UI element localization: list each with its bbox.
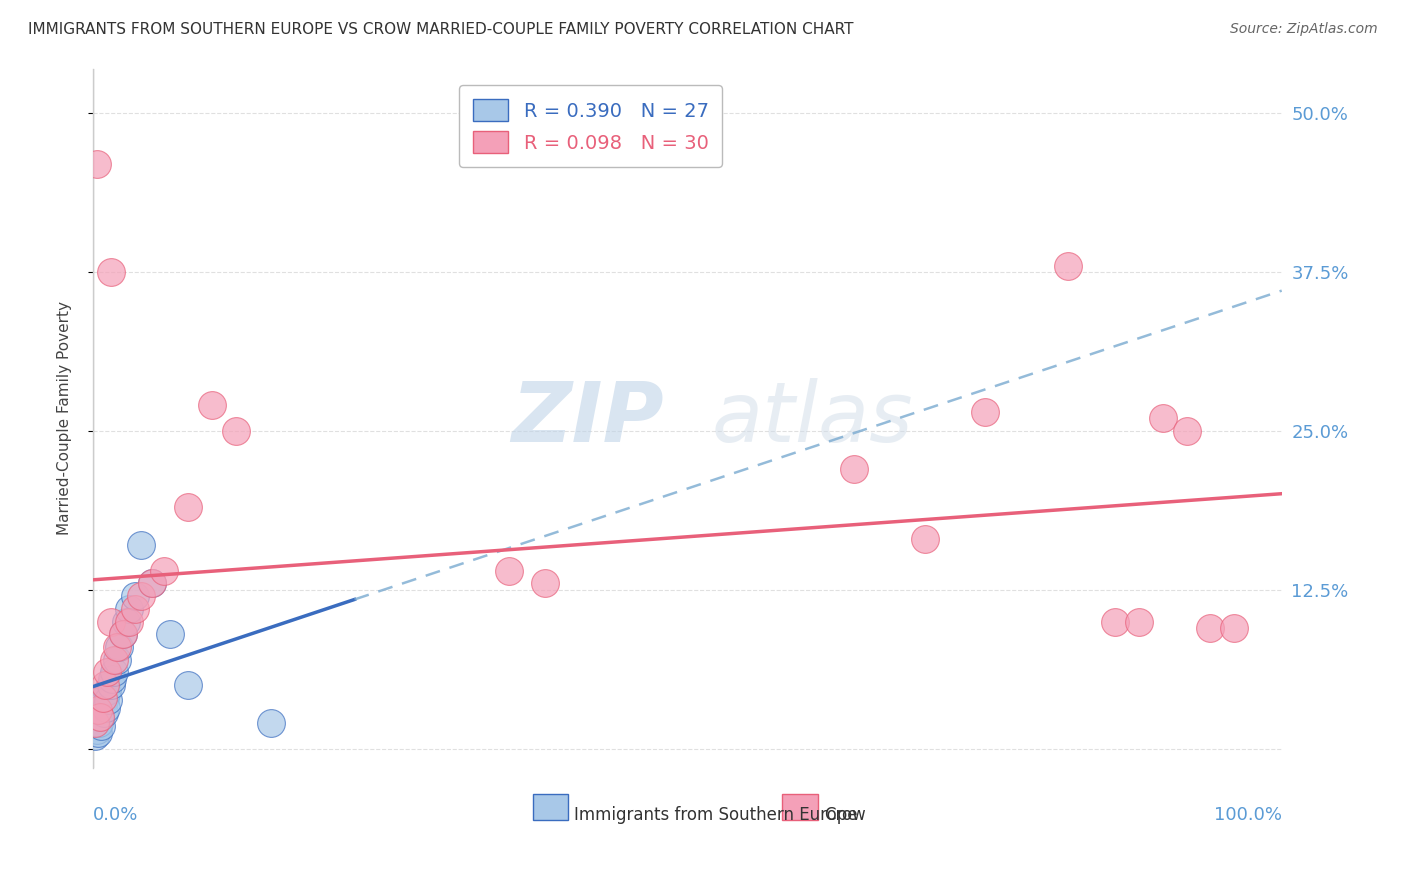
Point: [105, 653, 128, 667]
Point: [177, 500, 200, 514]
Point: [1175, 424, 1198, 438]
Point: [498, 564, 520, 578]
Point: [842, 462, 865, 476]
Point: [124, 589, 146, 603]
Point: [201, 398, 224, 412]
Point: [105, 640, 128, 654]
Point: [89, 710, 111, 724]
Point: [1223, 621, 1246, 635]
Point: [129, 589, 152, 603]
Point: [100, 615, 122, 629]
Point: [153, 564, 176, 578]
Point: [914, 532, 936, 546]
Point: [96, 665, 118, 680]
Point: [1104, 615, 1126, 629]
Point: [103, 665, 125, 680]
Point: [84, 716, 107, 731]
Point: [93, 706, 115, 720]
Bar: [783, 794, 818, 820]
Point: [84, 729, 107, 743]
Point: [87, 716, 110, 731]
Point: [115, 615, 138, 629]
Point: [118, 615, 141, 629]
Point: [1152, 411, 1174, 425]
Text: ZIP: ZIP: [510, 377, 664, 458]
Point: [101, 672, 124, 686]
Y-axis label: Married-Couple Family Poverty: Married-Couple Family Poverty: [58, 301, 72, 535]
Point: [96, 684, 118, 698]
Point: [260, 716, 283, 731]
Point: [118, 602, 141, 616]
Point: [97, 693, 120, 707]
Point: [973, 405, 995, 419]
Point: [86, 157, 108, 171]
Point: [94, 701, 117, 715]
Point: [159, 627, 181, 641]
Text: Immigrants from Southern Europe: Immigrants from Southern Europe: [575, 806, 858, 824]
Text: Crow: Crow: [824, 806, 866, 824]
Point: [94, 690, 117, 705]
Point: [100, 265, 122, 279]
Point: [124, 602, 146, 616]
Text: atlas: atlas: [711, 377, 912, 458]
Point: [129, 538, 152, 552]
Point: [91, 690, 114, 705]
Point: [111, 627, 134, 641]
Point: [141, 576, 163, 591]
Point: [533, 576, 555, 591]
Text: Source: ZipAtlas.com: Source: ZipAtlas.com: [1230, 22, 1378, 37]
Point: [87, 726, 110, 740]
Point: [90, 719, 112, 733]
Point: [86, 723, 108, 737]
Legend: R = 0.390   N = 27, R = 0.098   N = 30: R = 0.390 N = 27, R = 0.098 N = 30: [460, 86, 723, 167]
Point: [1056, 259, 1078, 273]
Point: [100, 678, 122, 692]
Point: [89, 710, 111, 724]
Point: [1199, 621, 1222, 635]
Point: [108, 640, 131, 654]
Point: [87, 704, 110, 718]
Bar: [533, 794, 568, 820]
Point: [177, 678, 200, 692]
Point: [141, 576, 163, 591]
Point: [103, 653, 125, 667]
Point: [111, 627, 134, 641]
Text: 0.0%: 0.0%: [93, 806, 138, 824]
Point: [91, 697, 114, 711]
Point: [1128, 615, 1150, 629]
Point: [225, 424, 247, 438]
Point: [94, 678, 117, 692]
Text: IMMIGRANTS FROM SOUTHERN EUROPE VS CROW MARRIED-COUPLE FAMILY POVERTY CORRELATIO: IMMIGRANTS FROM SOUTHERN EUROPE VS CROW …: [28, 22, 853, 37]
Text: 100.0%: 100.0%: [1213, 806, 1282, 824]
Point: [87, 704, 110, 718]
